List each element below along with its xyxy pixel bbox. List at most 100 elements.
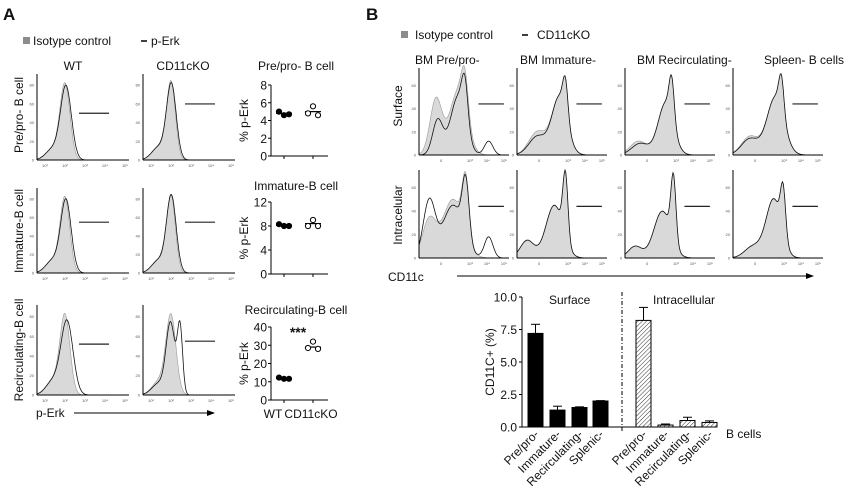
- hist-y-tick-label: 60: [412, 83, 417, 88]
- hist-x-tick-label: 10²: [168, 398, 174, 403]
- hist-y-tick-label: 60: [30, 101, 35, 106]
- y-tick-label: 10.0: [494, 291, 518, 305]
- hist-x-tick-label: 10⁴: [208, 276, 214, 281]
- hist-x-tick-label: 10⁵: [122, 398, 128, 403]
- ko-data-point: [304, 110, 312, 117]
- ko-data-point: [309, 103, 317, 110]
- hist-x-tick-label: 10⁴: [102, 276, 108, 281]
- ko-data-point: [314, 345, 322, 352]
- hist-y-tick-label: 60: [726, 185, 731, 190]
- histogram-b-5: 0 10³ 10⁴ 10⁵ 0 20 40 60: [510, 168, 607, 266]
- hist-y-tick-label: 0: [512, 256, 515, 261]
- hist-x-tick-label: 10⁵: [228, 398, 234, 403]
- y-tick-label: 10: [254, 375, 268, 389]
- dot-plot-2: Recirculating-B cell % p-Erk 0 10 20 30 40 *** W…: [237, 303, 347, 421]
- hist-x-tick-label: 10⁵: [707, 261, 713, 266]
- wt-data-point: [280, 222, 288, 230]
- x-axis-label-perk: p-Erk: [36, 406, 66, 420]
- hist-x-tick-label: 10⁴: [798, 261, 804, 266]
- x-category-label: CD11cKO: [284, 407, 337, 421]
- row-label-prepro: Pre/pro- B cell: [12, 77, 26, 153]
- legend-a-control: Isotype control: [33, 34, 111, 48]
- hist-x-tick-label: 10³: [673, 261, 679, 266]
- wt-data-point: [280, 375, 288, 382]
- hist-x-tick-label: 10³: [781, 158, 787, 163]
- hist-y-tick-label: 60: [726, 83, 731, 88]
- hist-x-tick-label: 10³: [82, 163, 88, 168]
- hist-x-tick-label: 10⁵: [228, 276, 234, 281]
- y-tick-label: 0: [260, 268, 267, 282]
- hist-y-tick-label: 0: [728, 256, 731, 261]
- dot-plot-y-label: % p-Erk: [237, 341, 251, 385]
- column-header-bm-prepro: BM Pre/pro-: [415, 53, 480, 67]
- hist-y-tick-label: 0: [138, 271, 141, 276]
- hist-x-tick-label: 0: [754, 261, 757, 266]
- y-tick-label: 6: [260, 96, 267, 110]
- hist-y-tick-label: 40: [510, 106, 515, 111]
- hist-x-tick-label: 10³: [565, 261, 571, 266]
- control-histogram: [142, 193, 235, 274]
- hist-x-tick-label: 0: [754, 158, 757, 163]
- wt-data-point: [275, 221, 283, 228]
- hist-y-tick-label: 80: [30, 314, 35, 319]
- hist-y-tick-label: 40: [136, 120, 141, 125]
- hist-y-tick-label: 20: [618, 232, 623, 237]
- y-tick-label: 20: [254, 357, 268, 371]
- hist-x-tick-label: 10²: [62, 276, 68, 281]
- hist-y-tick-label: 20: [412, 232, 417, 237]
- histogram-a-5: 10¹ 10² 10³ 10⁴ 10⁵ 0 20 40 60 80: [136, 305, 235, 403]
- hist-x-tick-label: 10⁴: [690, 261, 696, 266]
- hist-y-tick-label: 0: [138, 158, 141, 163]
- hist-y-tick-label: 60: [618, 185, 623, 190]
- column-header-cd11cko: CD11cKO: [156, 59, 209, 73]
- hist-y-tick-label: 60: [510, 83, 515, 88]
- hist-y-tick-label: 0: [414, 153, 417, 158]
- wt-data-point: [285, 222, 293, 230]
- hist-y-tick-label: 20: [136, 252, 141, 257]
- hist-x-tick-label: 0: [440, 158, 443, 163]
- hist-y-tick-label: 0: [414, 256, 417, 261]
- hist-y-tick-label: 80: [30, 197, 35, 202]
- hist-x-tick-label: 10³: [188, 163, 194, 168]
- control-histogram: [418, 65, 509, 156]
- histogram-a-2: 10¹ 10² 10³ 10⁴ 10⁵ 0 20 40 60 80: [30, 188, 129, 281]
- hist-x-tick-label: 10⁴: [102, 163, 108, 168]
- hist-y-tick-label: 20: [510, 129, 515, 134]
- hist-x-tick-label: 10²: [62, 163, 68, 168]
- ko-data-point: [314, 222, 322, 230]
- x-category-label: WT: [264, 407, 283, 421]
- histogram-a-1: 10¹ 10² 10³ 10⁴ 10⁵ 0 20 40 60 80: [136, 74, 235, 168]
- histogram-b-4: 0 10³ 10⁴ 10⁵ 0 20 40 60: [412, 170, 509, 266]
- y-tick-label: 0.0: [500, 421, 517, 435]
- y-tick-label: 12: [254, 196, 268, 210]
- legend-b-control: Isotype control: [415, 28, 493, 42]
- bar-chart: 0.0 2.5 5.0 7.5 10.0 CD11C+ (%) B cells Surface…: [483, 291, 761, 489]
- bar-x-label: B cells: [726, 427, 761, 441]
- column-header-spleen: Spleen- B cells: [764, 53, 844, 67]
- hist-x-tick-label: 10⁴: [690, 158, 696, 163]
- control-histogram: [732, 181, 823, 259]
- wt-data-point: [285, 111, 293, 118]
- y-tick-label: 0: [260, 394, 267, 408]
- hist-y-tick-label: 40: [618, 209, 623, 214]
- control-histogram: [516, 75, 607, 156]
- hist-x-tick-label: 10¹: [148, 276, 154, 281]
- legend-a-sample: p-Erk: [151, 34, 181, 48]
- hist-x-tick-label: 0: [538, 158, 541, 163]
- hist-x-tick-label: 10²: [62, 398, 68, 403]
- y-tick-label: 2.5: [500, 388, 517, 402]
- hist-y-tick-label: 20: [726, 129, 731, 134]
- wt-data-point: [280, 112, 288, 119]
- control-histogram: [624, 171, 715, 259]
- y-tick-label: 30: [254, 339, 268, 353]
- row-label-intracellular: Intracelular: [391, 185, 405, 244]
- hist-x-tick-label: 10⁵: [815, 158, 821, 163]
- group-label: Intracellular: [653, 293, 715, 307]
- legend-a-control-swatch: [23, 37, 30, 44]
- row-label-surface: Surface: [391, 85, 405, 127]
- control-histogram: [36, 312, 129, 396]
- hist-y-tick-label: 20: [30, 373, 35, 378]
- hist-x-tick-label: 10¹: [42, 163, 48, 168]
- y-tick-label: 8: [260, 79, 267, 93]
- hist-x-tick-label: 10³: [188, 276, 194, 281]
